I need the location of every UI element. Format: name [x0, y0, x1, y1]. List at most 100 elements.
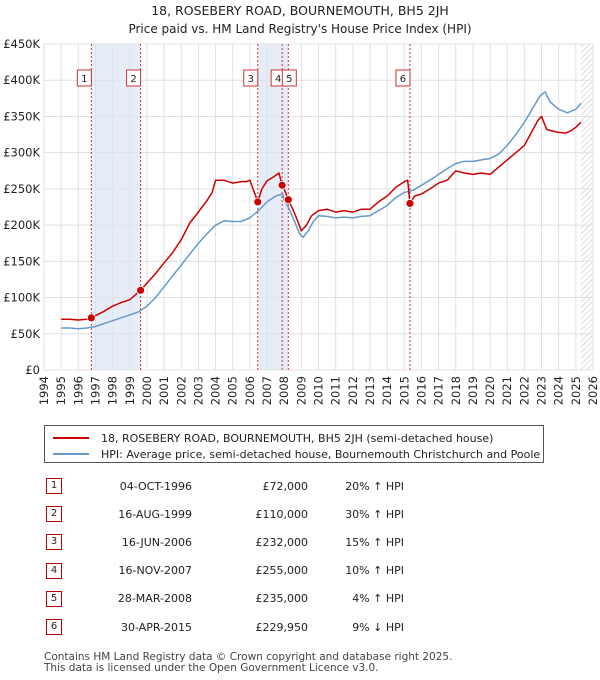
legend: 18, ROSEBERY ROAD, BOURNEMOUTH, BH5 2JH …: [44, 425, 544, 463]
sale-label-text: 2: [130, 74, 136, 85]
sale-date: 16-NOV-2007: [118, 564, 192, 578]
x-tick-label: 2012: [346, 376, 360, 405]
sale-label-box: [126, 69, 142, 87]
legend-item-property: 18, ROSEBERY ROAD, BOURNEMOUTH, BH5 2JH …: [53, 430, 493, 446]
sale-date: 04-OCT-1996: [119, 479, 192, 493]
y-tick-label: £350K: [3, 109, 40, 123]
x-tick-label: 2020: [483, 376, 497, 405]
x-tick-label: 2017: [432, 376, 446, 405]
sale-label-text: 3: [248, 74, 254, 85]
x-tick-label: 1994: [37, 376, 51, 405]
y-tick-label: £250K: [3, 182, 40, 196]
legend-swatch-property: [53, 437, 89, 439]
sale-label-text: 1: [81, 74, 87, 85]
y-tick-label: £300K: [3, 146, 40, 160]
chart-title: 18, ROSEBERY ROAD, BOURNEMOUTH, BH5 2JH: [151, 3, 449, 18]
y-tick-label: £50K: [11, 327, 41, 341]
forecast-hatch: [580, 44, 593, 370]
x-tick-label: 1997: [88, 376, 102, 405]
sale-label-text: 6: [400, 74, 406, 85]
x-tick-label: 2003: [191, 376, 205, 405]
sale-date: 30-APR-2015: [120, 620, 192, 634]
y-axis: £0 £50K £100K £150K £200K £250K £300K £350K £400…: [3, 37, 40, 377]
x-tick-label: 2016: [414, 376, 428, 405]
legend-swatch-hpi: [53, 453, 89, 455]
x-tick-label: 2006: [243, 376, 257, 405]
table-row: 2 16-AUG-1999 £110,000 30% ↑ HPI: [44, 500, 404, 528]
y-tick-label: £0: [25, 363, 40, 377]
transactions-table: 1 04-OCT-1996 £72,000 20% ↑ HPI 2 16-AUG…: [44, 472, 404, 641]
x-tick-label: 2023: [535, 376, 549, 405]
sale-label-box: [281, 69, 297, 87]
x-tick-label: 1999: [123, 376, 137, 405]
x-tick-label: 2000: [140, 376, 154, 405]
x-tick-label: 2005: [226, 376, 240, 405]
sale-date: 16-JUN-2006: [121, 535, 192, 549]
sale-period-shading: [91, 44, 289, 370]
sale-date: 28-MAR-2008: [117, 592, 192, 606]
x-tick-label: 2014: [380, 376, 394, 405]
sale-label-text: 5: [286, 74, 292, 85]
sale-label-2: 2: [126, 69, 142, 87]
y-tick-label: £400K: [3, 73, 40, 87]
sale-point: [405, 199, 415, 208]
x-tick-label: 2008: [277, 376, 291, 405]
sale-label-3: 3: [243, 69, 259, 87]
table-row: 6 30-APR-2015 £229,950 9% ↓ HPI: [44, 613, 404, 641]
hpi-series-line: [61, 91, 582, 330]
x-tick-label: 2010: [312, 376, 326, 405]
y-tick-label: £100K: [3, 291, 40, 305]
sale-hpi-diff: 4% ↑ HPI: [352, 592, 404, 606]
x-tick-label: 2025: [569, 376, 583, 405]
table-row: 5 28-MAR-2008 £235,000 4% ↑ HPI: [44, 585, 404, 613]
x-tick-label: 1995: [54, 376, 68, 405]
sale-label-text: 4: [275, 74, 281, 85]
x-tick-label: 2009: [294, 376, 308, 405]
property-series-line: [61, 115, 582, 321]
series-lines: [61, 91, 582, 330]
legend-item-hpi: HPI: Average price, semi-detached house,…: [53, 446, 540, 462]
sale-point: [283, 195, 293, 205]
sale-date: 16-AUG-1999: [118, 507, 192, 521]
legend-label-hpi: HPI: Average price, semi-detached house,…: [101, 447, 541, 461]
sale-price: £110,000: [255, 507, 309, 521]
footer-attribution: Contains HM Land Registry data © Crown c…: [44, 652, 452, 674]
sale-price: £255,000: [255, 564, 309, 578]
sale-point: [277, 180, 287, 190]
x-tick-label: 2013: [363, 376, 377, 405]
sale-points: [86, 180, 415, 323]
sale-label-1: 1: [76, 69, 92, 87]
sale-number-badge: 3: [46, 534, 62, 551]
y-tick-label: £150K: [3, 254, 40, 268]
table-row: 1 04-OCT-1996 £72,000 20% ↑ HPI: [44, 472, 404, 500]
sale-period-band: [91, 44, 141, 370]
sale-price: £232,000: [255, 535, 309, 549]
sale-label-box: [76, 69, 92, 87]
sale-hpi-diff: 30% ↑ HPI: [345, 507, 404, 521]
sale-price: £235,000: [255, 592, 309, 606]
table-row: 3 16-JUN-2006 £232,000 15% ↑ HPI: [44, 528, 404, 556]
x-tick-label: 2026: [586, 376, 600, 405]
y-tick-label: £200K: [3, 218, 40, 232]
sale-number-badge: 6: [46, 619, 62, 636]
x-axis: 1994 1995 1996 1997 1998 1999 2000 2001 2002 2003…: [37, 376, 600, 405]
y-tick-label: £450K: [3, 37, 40, 51]
sale-point: [86, 313, 96, 323]
x-tick-label: 2018: [449, 376, 463, 405]
sale-number-badge: 1: [46, 478, 62, 495]
x-tick-label: 2011: [329, 376, 343, 405]
x-tick-label: 2001: [157, 376, 171, 405]
x-tick-label: 2022: [517, 376, 531, 405]
sale-label-5: 5: [281, 69, 297, 87]
footer-line-1: Contains HM Land Registry data © Crown c…: [44, 651, 453, 663]
sale-price: £72,000: [262, 479, 309, 493]
x-tick-label: 2015: [397, 376, 411, 405]
sale-point: [136, 285, 145, 295]
price-chart: 18, ROSEBERY ROAD, BOURNEMOUTH, BH5 2JH …: [3, 3, 600, 405]
table-row: 4 16-NOV-2007 £255,000 10% ↑ HPI: [44, 557, 404, 585]
x-tick-label: 1998: [106, 376, 120, 405]
sale-hpi-diff: 9% ↓ HPI: [352, 620, 404, 634]
sale-label-box: [395, 69, 411, 87]
sale-label-box: [243, 69, 259, 87]
